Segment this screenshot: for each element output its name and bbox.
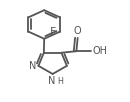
Text: OH: OH bbox=[93, 46, 108, 56]
Text: H: H bbox=[58, 77, 63, 86]
Text: N: N bbox=[48, 76, 55, 86]
Text: F: F bbox=[50, 27, 56, 37]
Text: O: O bbox=[74, 26, 82, 36]
Text: N: N bbox=[29, 61, 37, 71]
